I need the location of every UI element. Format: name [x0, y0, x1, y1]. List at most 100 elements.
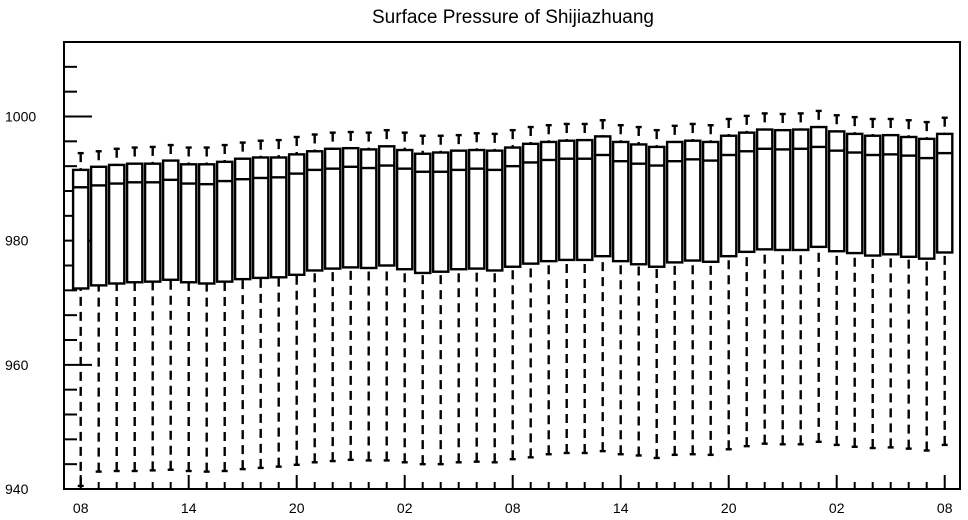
iqr-box: [323, 147, 342, 270]
iqr-box: [161, 159, 180, 281]
box-plot: [755, 112, 774, 445]
iqr-box: [665, 140, 684, 264]
iqr-box: [467, 148, 486, 270]
box-plot: [197, 146, 216, 473]
box-plot: [863, 117, 882, 450]
iqr-box: [89, 165, 108, 287]
box-plot: [683, 122, 702, 456]
x-tick-label: 14: [181, 500, 197, 516]
box-plot: [773, 112, 792, 446]
iqr-box: [269, 156, 288, 279]
iqr-box: [629, 143, 648, 266]
x-tick-label: 14: [613, 500, 629, 516]
iqr-box: [683, 139, 702, 262]
x-tick-label: 02: [397, 500, 413, 516]
iqr-box: [737, 131, 756, 254]
y-tick-label: 1000: [5, 109, 36, 125]
box-plot: [287, 135, 306, 466]
box-plot: [521, 125, 540, 459]
iqr-box: [917, 137, 936, 260]
box-plot: [431, 134, 450, 466]
x-tick-label: 20: [721, 500, 737, 516]
iqr-box: [773, 128, 792, 252]
iqr-box: [557, 139, 576, 262]
iqr-box: [485, 149, 504, 272]
box-plot: [539, 123, 558, 456]
y-tick-label: 980: [5, 233, 29, 249]
box-plot: [251, 139, 270, 470]
box-plot: [935, 116, 954, 447]
iqr-box: [305, 150, 324, 272]
iqr-box: [377, 145, 396, 267]
box-plot: [629, 125, 648, 457]
iqr-box: [827, 130, 846, 253]
iqr-box: [125, 162, 144, 284]
box-plot: [665, 124, 684, 457]
iqr-box: [575, 138, 594, 262]
chart-title: Surface Pressure of Shijiazhuang: [372, 7, 654, 28]
iqr-box: [791, 128, 810, 252]
box-plot: [845, 115, 864, 448]
box-plot: [467, 132, 486, 463]
box-plot: [89, 150, 108, 473]
iqr-box: [359, 148, 378, 270]
box-plot: [827, 114, 846, 447]
box-plot: [71, 151, 90, 488]
box-plot: [179, 146, 198, 473]
box-plot: [575, 122, 594, 455]
box-plot: [359, 131, 378, 462]
iqr-box: [593, 135, 612, 258]
box-plot: [917, 120, 936, 452]
iqr-box: [881, 133, 900, 256]
x-axis: 08 14 20 02 08 14 20 02 08: [73, 475, 953, 516]
iqr-box: [71, 168, 90, 290]
box-plot: [125, 146, 144, 473]
iqr-box: [809, 125, 828, 249]
iqr-box: [719, 134, 738, 258]
box-plot: [143, 145, 162, 472]
iqr-box: [845, 132, 864, 255]
iqr-box: [233, 157, 252, 281]
iqr-box: [287, 153, 306, 277]
iqr-box: [863, 134, 882, 257]
x-tick-label: 02: [829, 500, 845, 516]
box-plot: [701, 123, 720, 457]
box-plot: [593, 119, 612, 453]
box-plot: [881, 117, 900, 449]
box-plot: [485, 132, 504, 464]
box-plot: [791, 112, 810, 446]
iqr-box: [899, 135, 918, 259]
iqr-box: [341, 146, 360, 269]
iqr-box: [197, 163, 216, 285]
box-plot: [377, 128, 396, 462]
box-plot: [611, 123, 630, 456]
box-plot: [323, 131, 342, 463]
iqr-box: [107, 163, 126, 285]
x-tick-label: 08: [73, 500, 89, 516]
x-tick-label: 08: [505, 500, 521, 516]
iqr-box: [251, 156, 270, 280]
iqr-box: [449, 149, 468, 271]
x-tick-label: 20: [289, 500, 305, 516]
iqr-box: [521, 142, 540, 265]
box-plot: [809, 109, 828, 444]
box-plot: [719, 117, 738, 451]
iqr-box: [413, 152, 432, 275]
box-plot: [449, 133, 468, 464]
iqr-box: [539, 140, 558, 263]
iqr-box: [395, 148, 414, 271]
box-plot: [899, 119, 918, 450]
box-plot: [341, 130, 360, 462]
box-plot: [503, 128, 522, 461]
iqr-box: [503, 146, 522, 268]
box-plot: [305, 133, 324, 464]
iqr-box: [431, 151, 450, 273]
iqr-box: [701, 140, 720, 263]
box-plot: [233, 141, 252, 471]
box-plot: [107, 147, 126, 473]
box-plot: [215, 143, 234, 473]
x-tick-label: 08: [937, 500, 953, 516]
y-tick-label: 940: [5, 481, 29, 497]
box-plot: [737, 114, 756, 448]
